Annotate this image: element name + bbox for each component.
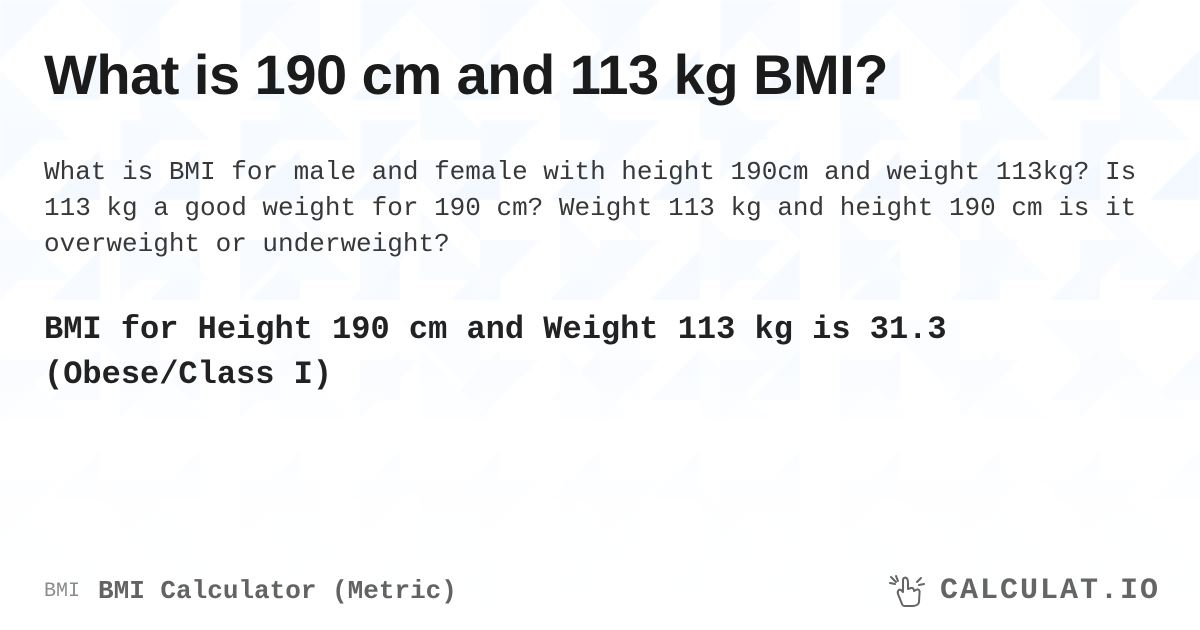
- brand-text: CALCULAT.IO: [940, 574, 1160, 608]
- question-paragraph: What is BMI for male and female with hei…: [44, 155, 1156, 263]
- brand: CALCULAT.IO: [888, 574, 1160, 608]
- calculator-name: BMI Calculator (Metric): [98, 576, 457, 606]
- footer: BMI BMI Calculator (Metric) CALCULAT.IO: [0, 574, 1200, 608]
- bmi-tag: BMI: [44, 580, 80, 603]
- bmi-result: BMI for Height 190 cm and Weight 113 kg …: [44, 307, 1156, 398]
- pointing-hand-icon: [888, 574, 928, 608]
- page-title: What is 190 cm and 113 kg BMI?: [44, 42, 1156, 107]
- calculator-label-group: BMI BMI Calculator (Metric): [44, 576, 457, 606]
- content-region: What is 190 cm and 113 kg BMI? What is B…: [0, 0, 1200, 630]
